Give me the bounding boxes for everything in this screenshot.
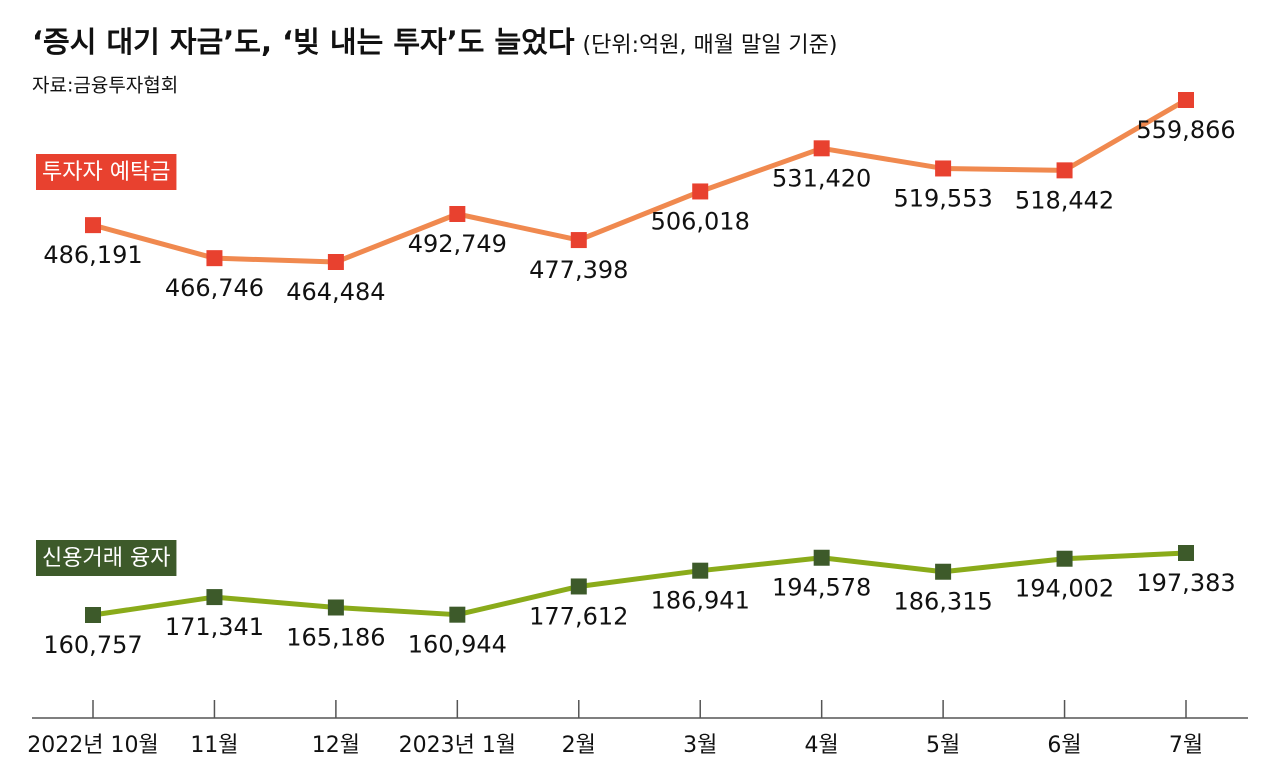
point bbox=[327, 254, 344, 270]
point bbox=[570, 232, 587, 249]
source: 자료:금융투자협회 bbox=[32, 75, 178, 97]
point bbox=[935, 160, 952, 177]
data-label: 466,746 bbox=[165, 274, 264, 302]
x-tick-label: 3월 bbox=[683, 733, 717, 758]
x-tick-label: 5월 bbox=[926, 733, 960, 758]
data-label: 518,442 bbox=[1015, 186, 1114, 214]
data-label: 197,383 bbox=[1136, 569, 1235, 597]
data-label: 186,941 bbox=[651, 587, 750, 615]
data-label: 531,420 bbox=[772, 164, 871, 192]
data-label: 160,944 bbox=[408, 631, 507, 659]
data-label: 492,749 bbox=[408, 230, 507, 258]
legend-box bbox=[36, 540, 177, 576]
data-label: 559,866 bbox=[1136, 116, 1235, 144]
point bbox=[327, 599, 344, 616]
data-label: 171,341 bbox=[165, 613, 264, 641]
legend-label: 신용거래 융자 bbox=[42, 546, 170, 571]
point bbox=[935, 563, 952, 580]
data-label: 165,186 bbox=[286, 624, 385, 652]
x-tick-label: 11월 bbox=[190, 733, 238, 758]
data-label: 464,484 bbox=[286, 278, 385, 306]
x-tick-label: 7월 bbox=[1169, 733, 1203, 758]
data-label: 477,398 bbox=[529, 256, 628, 284]
x-tick-label: 2023년 1월 bbox=[399, 733, 516, 758]
data-label: 194,578 bbox=[772, 574, 871, 602]
point bbox=[85, 217, 101, 234]
data-label: 194,002 bbox=[1015, 575, 1114, 603]
point bbox=[206, 250, 223, 267]
x-tick-label: 6월 bbox=[1047, 733, 1081, 758]
point bbox=[692, 562, 709, 579]
point bbox=[813, 140, 830, 157]
point bbox=[570, 578, 587, 595]
legend-label: 투자자 예탁금 bbox=[42, 160, 170, 185]
x-tick-label: 2월 bbox=[562, 733, 596, 758]
data-label: 160,757 bbox=[43, 631, 142, 659]
point bbox=[1056, 162, 1073, 179]
data-label: 486,191 bbox=[43, 241, 142, 269]
data-label: 519,553 bbox=[893, 184, 992, 212]
x-tick-label: 2022년 10월 bbox=[27, 733, 158, 758]
point bbox=[449, 205, 466, 222]
series-line bbox=[92, 97, 1188, 265]
legend-box bbox=[36, 154, 177, 190]
point bbox=[1178, 545, 1194, 561]
point bbox=[692, 183, 709, 200]
x-tick-label: 4월 bbox=[805, 733, 839, 758]
point bbox=[85, 607, 101, 623]
data-label: 186,315 bbox=[893, 588, 992, 616]
point bbox=[449, 606, 466, 623]
point bbox=[206, 589, 223, 606]
chart-title: ‘증시 대기 자금’도, ‘빚 내는 투자’도 늘었다 bbox=[32, 25, 575, 59]
x-tick-label: 12월 bbox=[312, 733, 360, 758]
data-label: 177,612 bbox=[529, 602, 628, 630]
series-line bbox=[92, 550, 1187, 618]
point bbox=[813, 549, 830, 566]
point bbox=[1056, 550, 1073, 567]
data-label: 506,018 bbox=[651, 207, 750, 235]
chart-subtitle: (단위:억원, 매월 말일 기준) bbox=[583, 33, 838, 58]
point bbox=[1178, 92, 1194, 108]
